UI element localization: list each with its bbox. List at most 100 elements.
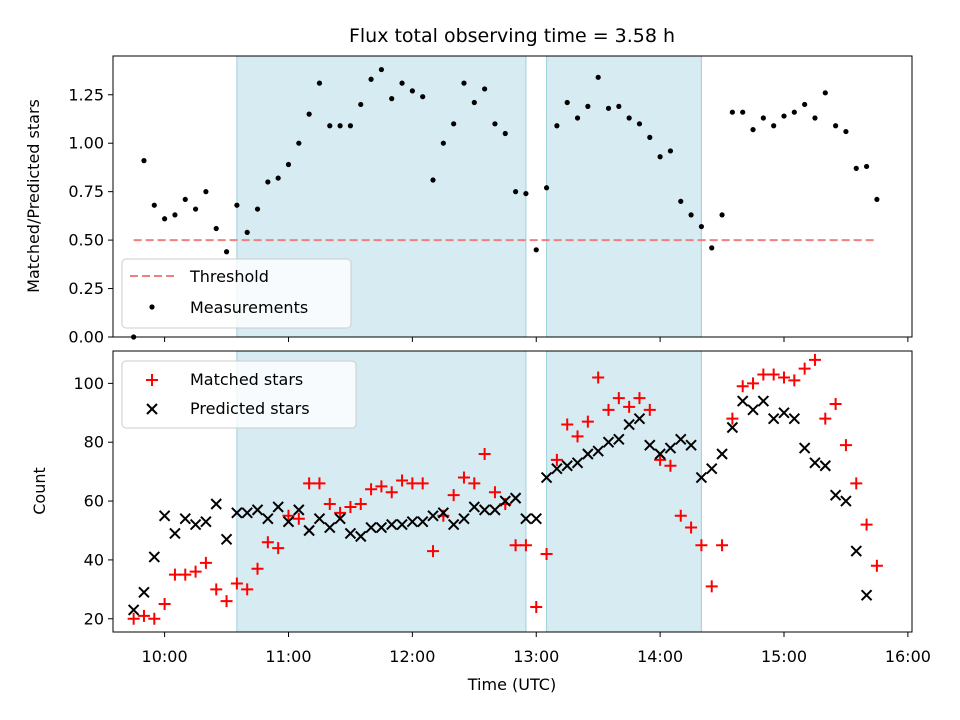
matched-star-point <box>716 539 729 552</box>
matched-star-point <box>488 486 501 499</box>
matched-star-point <box>747 377 760 390</box>
chart-title: Flux total observing time = 3.58 h <box>349 25 675 47</box>
measurement-point <box>709 245 715 251</box>
matched-star-point <box>241 583 254 596</box>
matched-star-point <box>530 600 543 613</box>
predicted-star-point <box>489 504 501 516</box>
top-y-axis-label: Matched/Predicted stars <box>24 99 43 293</box>
matched-star-point <box>612 392 625 405</box>
predicted-star-point <box>169 527 181 540</box>
bottom-x-tick-label: 14:00 <box>637 647 683 666</box>
matched-star-point <box>230 577 243 590</box>
matched-star-point <box>168 568 181 581</box>
predicted-star-point <box>416 515 429 528</box>
matched-star-point <box>220 595 233 608</box>
measurement-point <box>502 130 508 137</box>
top-y-tick-label: 0.00 <box>68 328 104 347</box>
measurement-point <box>368 76 374 82</box>
predicted-star-point <box>685 439 697 451</box>
matched-star-point <box>860 518 873 531</box>
predicted-star-point <box>179 513 191 525</box>
matched-star-point <box>127 612 140 625</box>
matched-legend-swatch <box>146 374 158 386</box>
measurement-point <box>647 134 653 140</box>
predicted-star-point <box>788 412 801 425</box>
bottom-legend: Matched stars Predicted stars <box>121 360 357 429</box>
matched-star-point <box>365 483 378 496</box>
matched-star-point <box>375 480 388 493</box>
matched-star-point <box>313 477 326 490</box>
measurements-legend-label: Measurements <box>190 298 308 317</box>
measurement-point <box>564 99 570 106</box>
matched-star-point <box>282 509 295 522</box>
bottom-y-tick-label: 20 <box>84 609 104 628</box>
measurement-point <box>440 140 446 146</box>
bottom-x-tick-label: 13:00 <box>513 647 559 666</box>
predicted-star-point <box>840 495 852 507</box>
bottom-panel: 20 40 60 80 100 10:00 11:00 12:00 13:00 14:00 15:… <box>30 350 931 694</box>
predicted-star-point <box>860 589 873 601</box>
predicted-star-point <box>850 545 862 557</box>
matched-star-point <box>540 548 553 561</box>
measurement-point <box>285 161 292 168</box>
bottom-y-tick-label: 100 <box>73 374 104 393</box>
measurement-point <box>698 223 705 230</box>
predicted-star-point <box>468 501 481 513</box>
predicted-star-point <box>716 448 728 460</box>
matched-star-point <box>819 412 832 425</box>
matched-star-point <box>344 500 357 513</box>
predicted-star-point <box>675 433 687 445</box>
bottom-x-tick-label: 12:00 <box>389 647 435 666</box>
measurement-point <box>822 90 828 96</box>
matched-star-point <box>550 453 563 466</box>
matched-star-point <box>592 371 605 384</box>
matched-star-point <box>396 474 409 487</box>
measurement-point <box>316 80 323 86</box>
predicted-star-point <box>324 521 336 534</box>
measurement-point <box>213 225 219 232</box>
measurement-point <box>182 196 188 203</box>
predicted-star-point <box>334 513 346 525</box>
predicted-star-point <box>664 442 677 454</box>
measurement-point <box>874 196 880 203</box>
measurement-point <box>833 123 839 129</box>
measurement-point <box>729 109 735 115</box>
predicted-star-point <box>365 521 377 534</box>
measurement-point <box>853 165 859 171</box>
measurement-point <box>172 212 178 218</box>
measurements-legend-swatch <box>149 304 155 310</box>
matched-star-point <box>726 412 739 425</box>
predicted-star-point <box>571 457 584 469</box>
predicted-star-point <box>561 460 573 472</box>
matched-star-point <box>468 477 481 490</box>
matched-star-point <box>674 509 687 522</box>
predicted-star-point <box>437 507 450 519</box>
measurement-point <box>296 140 302 146</box>
predicted-star-point <box>551 462 563 475</box>
matched-star-point <box>261 536 274 549</box>
matched-star-point <box>602 403 615 416</box>
measurement-point <box>781 113 787 119</box>
matched-star-point <box>478 447 491 460</box>
predicted-star-point <box>809 457 821 469</box>
matched-star-point <box>303 477 316 490</box>
measurement-point <box>750 127 756 133</box>
top-plot-frame <box>112 55 913 338</box>
predicted-star-point <box>458 513 470 525</box>
measurement-point <box>409 88 415 94</box>
predicted-star-point <box>778 407 790 419</box>
predicted-star-point <box>757 395 770 407</box>
measurement-point <box>595 74 601 80</box>
measurement-point <box>626 115 632 121</box>
top-panel: 0.00 0.25 0.50 0.75 1.00 1.25 Matched/Predict… <box>24 55 913 347</box>
measurement-point <box>327 123 333 129</box>
matched-star-point <box>158 598 171 611</box>
measurement-point <box>399 80 405 86</box>
predicted-star-point <box>633 412 646 425</box>
predicted-star-point <box>427 510 439 522</box>
matched-star-point <box>767 368 780 381</box>
predicted-star-point <box>313 513 326 525</box>
predicted-star-point <box>241 507 253 519</box>
matched-star-point <box>829 397 842 410</box>
